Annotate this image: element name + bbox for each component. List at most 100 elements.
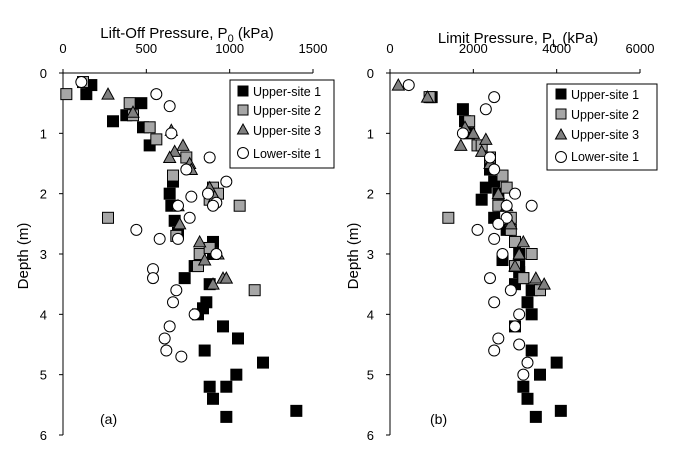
data-point-lower-site-1: [163, 100, 176, 113]
data-point-upper-site-1: [517, 380, 530, 393]
data-point-lower-site-1: [202, 187, 214, 200]
data-point-upper-site-2: [534, 284, 546, 297]
panel-b-label: (b): [430, 411, 447, 427]
panel-a-legend: Upper-site 1 Upper-site 2 Upper-site 3 L…: [229, 79, 335, 169]
data-point-lower-site-1: [509, 187, 521, 200]
series-lower-site-1: [75, 76, 233, 363]
data-point-lower-site-1: [175, 350, 188, 363]
data-point-upper-site-2: [500, 181, 513, 194]
data-point-upper-site-2: [463, 115, 476, 128]
legend-label-upper-site-2: Upper-site 2: [253, 104, 321, 118]
data-point-upper-site-1: [232, 332, 244, 345]
data-point-upper-site-2: [123, 97, 136, 110]
data-point-lower-site-1: [188, 308, 201, 321]
legend-marker-lower-site-1: [237, 147, 249, 159]
data-point-upper-site-1: [529, 410, 542, 423]
data-point-upper-site-2: [233, 199, 246, 212]
data-point-upper-site-2: [143, 121, 156, 134]
legend-marker-upper-site-2: [237, 104, 249, 116]
data-point-lower-site-1: [203, 151, 216, 164]
data-point-upper-site-3: [478, 132, 493, 145]
data-point-lower-site-1: [517, 368, 530, 381]
data-point-upper-site-1: [220, 380, 233, 393]
data-point-lower-site-1: [163, 320, 176, 333]
data-point-upper-site-2: [150, 133, 163, 146]
data-point-upper-site-1: [178, 272, 191, 285]
data-point-upper-site-3: [420, 90, 435, 103]
panel-b-title: Limit Pressure, PL (kPa): [438, 30, 598, 50]
series-upper-site-1: [425, 91, 567, 423]
data-point-lower-site-1: [207, 199, 219, 212]
panel-b-y-tick-label: 6: [367, 428, 374, 443]
panel-b-y-tick-label: 2: [367, 187, 374, 202]
data-point-upper-site-1: [456, 103, 469, 116]
data-point-upper-site-3: [192, 234, 207, 248]
data-point-upper-site-3: [453, 138, 468, 151]
data-point-upper-site-3: [516, 234, 531, 248]
legend-label-upper-site-3: Upper-site 3: [253, 124, 321, 138]
data-point-upper-site-3: [391, 78, 406, 91]
data-point-lower-site-1: [183, 211, 196, 224]
data-point-upper-site-3: [101, 87, 115, 100]
data-point-lower-site-1: [521, 356, 534, 369]
panel-b: Limit Pressure, PL (kPa) Depth (m) 0 2000…: [345, 30, 658, 443]
panel-a-y-tick-label: 2: [40, 187, 47, 202]
legend-label-upper-site-1: Upper-site 1: [571, 88, 639, 102]
data-point-upper-site-3: [512, 246, 527, 260]
panel-b-ylabel: Depth (m): [345, 223, 362, 290]
data-point-upper-site-3: [474, 144, 489, 157]
data-point-upper-site-3: [167, 144, 182, 157]
data-point-upper-site-1: [217, 320, 229, 333]
data-point-lower-site-1: [456, 127, 469, 140]
data-point-lower-site-1: [130, 223, 143, 236]
data-point-upper-site-2: [60, 88, 73, 101]
data-point-lower-site-1: [513, 338, 526, 351]
legend-marker-upper-site-3: [236, 122, 250, 135]
data-point-lower-site-1: [479, 103, 492, 116]
data-point-lower-site-1: [500, 211, 513, 224]
legend-label-upper-site-3: Upper-site 3: [571, 128, 639, 142]
data-point-lower-site-1: [488, 344, 501, 357]
data-point-upper-site-3: [206, 277, 220, 290]
data-point-upper-site-1: [203, 380, 216, 393]
data-point-lower-site-1: [488, 232, 501, 245]
panel-a-label: (a): [100, 411, 117, 427]
panel-a: Lift-Off Pressure, P0 (kPa) Depth (m) 0 5…: [15, 25, 335, 443]
data-point-upper-site-1: [534, 368, 546, 381]
data-point-lower-site-1: [525, 199, 538, 212]
data-point-upper-site-2: [192, 260, 204, 273]
data-point-upper-site-1: [107, 115, 119, 128]
data-point-upper-site-3: [176, 138, 190, 151]
data-point-lower-site-1: [488, 91, 501, 104]
data-point-upper-site-2: [167, 169, 179, 182]
data-point-upper-site-1: [135, 97, 148, 110]
data-point-upper-site-2: [203, 241, 216, 254]
data-point-upper-site-1: [207, 392, 219, 405]
data-point-upper-site-3: [219, 271, 234, 284]
data-point-lower-site-1: [180, 163, 193, 176]
data-point-upper-site-1: [257, 356, 269, 369]
panel-a-title: Lift-Off Pressure, P0 (kPa): [100, 25, 273, 45]
data-point-lower-site-1: [492, 217, 505, 230]
legend-label-lower-site-1: Lower-site 1: [571, 150, 639, 164]
data-point-upper-site-2: [102, 211, 114, 224]
panel-a-x-tick-label: 500: [135, 41, 157, 56]
data-point-lower-site-1: [509, 320, 521, 333]
panel-b-x-tick-label: 6000: [626, 41, 655, 56]
data-point-upper-site-1: [521, 392, 534, 405]
panel-b-x-tick-label: 2000: [459, 41, 488, 56]
legend-marker-upper-site-3: [554, 127, 568, 140]
data-point-lower-site-1: [185, 190, 198, 203]
data-point-lower-site-1: [150, 88, 163, 101]
data-point-upper-site-2: [496, 169, 509, 182]
data-point-lower-site-1: [471, 223, 484, 236]
data-point-lower-site-1: [153, 232, 166, 245]
data-point-upper-site-1: [521, 296, 534, 309]
legend-marker-upper-site-2: [555, 108, 567, 120]
data-point-upper-site-2: [248, 284, 261, 297]
panel-a-y-tick-label: 4: [40, 307, 47, 322]
data-point-upper-site-3: [126, 105, 140, 118]
data-point-upper-site-1: [80, 88, 93, 101]
panel-a-y-tick-label: 5: [40, 368, 47, 383]
data-point-upper-site-2: [525, 248, 538, 260]
